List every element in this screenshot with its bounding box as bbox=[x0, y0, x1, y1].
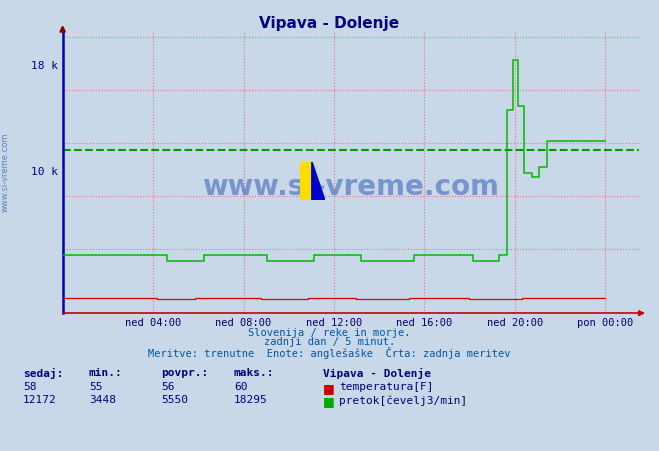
Text: min.:: min.: bbox=[89, 368, 123, 377]
Text: www.si-vreme.com: www.si-vreme.com bbox=[202, 173, 500, 201]
Polygon shape bbox=[312, 162, 325, 201]
Polygon shape bbox=[312, 162, 325, 201]
Text: pretok[čevelj3/min]: pretok[čevelj3/min] bbox=[339, 395, 468, 405]
Text: temperatura[F]: temperatura[F] bbox=[339, 381, 434, 391]
Text: 58: 58 bbox=[23, 381, 36, 391]
Text: 12172: 12172 bbox=[23, 395, 57, 405]
Text: 56: 56 bbox=[161, 381, 175, 391]
Text: 5550: 5550 bbox=[161, 395, 188, 405]
Text: ■: ■ bbox=[323, 395, 335, 408]
Text: 18295: 18295 bbox=[234, 395, 268, 405]
Text: Slovenija / reke in morje.: Slovenija / reke in morje. bbox=[248, 327, 411, 337]
Text: maks.:: maks.: bbox=[234, 368, 274, 377]
Polygon shape bbox=[300, 162, 312, 201]
Text: sedaj:: sedaj: bbox=[23, 368, 63, 378]
Text: 60: 60 bbox=[234, 381, 247, 391]
Text: Vipava - Dolenje: Vipava - Dolenje bbox=[260, 16, 399, 31]
Text: Vipava - Dolenje: Vipava - Dolenje bbox=[323, 368, 431, 378]
Text: www.si-vreme.com: www.si-vreme.com bbox=[1, 132, 10, 211]
Text: zadnji dan / 5 minut.: zadnji dan / 5 minut. bbox=[264, 336, 395, 346]
Text: 3448: 3448 bbox=[89, 395, 116, 405]
Text: povpr.:: povpr.: bbox=[161, 368, 209, 377]
Text: ■: ■ bbox=[323, 381, 335, 394]
Text: 55: 55 bbox=[89, 381, 102, 391]
Text: Meritve: trenutne  Enote: anglešaške  Črta: zadnja meritev: Meritve: trenutne Enote: anglešaške Črta… bbox=[148, 346, 511, 358]
